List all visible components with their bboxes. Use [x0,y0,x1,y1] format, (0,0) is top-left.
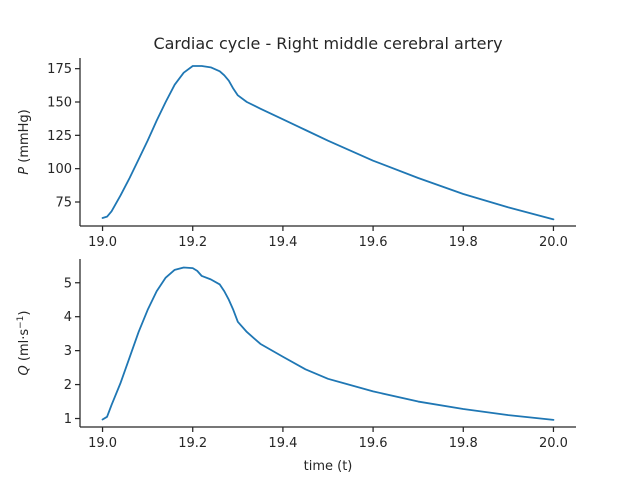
flow-x-tick-label: 20.0 [539,436,568,451]
flow-x-tick-label: 19.2 [178,436,207,451]
pressure-x-tick-label: 19.0 [88,235,117,250]
pressure-x-tick-label: 20.0 [539,235,568,250]
flow-x-tick-label: 19.6 [359,436,388,451]
chart-title: Cardiac cycle - Right middle cerebral ar… [153,34,502,53]
flow-y-tick-label: 5 [64,276,72,291]
flow-series-line [101,266,555,421]
pressure-y-axis-label: P (mmHg) [17,109,32,174]
pressure-x-tick-label: 19.6 [359,235,388,250]
flow-y-tick-label: 1 [64,412,72,427]
pressure-y-tick-label: 150 [47,96,72,111]
flow-y-axis-label: Q (ml·s−1) [16,311,32,376]
pressure-x-tick-label: 19.2 [178,235,207,250]
pressure-series-line [101,65,555,221]
flow-y-tick-label: 3 [64,344,72,359]
pressure-x-tick-label: 19.8 [449,235,478,250]
flow-y-tick-label: 2 [64,378,72,393]
flow-x-tick-label: 19.8 [449,436,478,451]
flow-chart: 19.0 19.2 19.4 19.6 19.8 20.0 1 2 3 4 5 Q (ml·s−1) [16,259,576,451]
flow-x-tick-label: 19.0 [88,436,117,451]
pressure-chart: 19.0 19.2 19.4 19.6 19.8 20.0 75 100 125 150 175 P … [17,58,576,250]
flow-x-tick-label: 19.4 [268,436,297,451]
flow-y-tick-label: 4 [64,310,72,325]
pressure-y-tick-label: 125 [47,129,72,144]
pressure-y-tick-label: 75 [55,196,72,211]
pressure-y-tick-label: 175 [47,62,72,77]
pressure-y-tick-label: 100 [47,162,72,177]
pressure-x-tick-label: 19.4 [268,235,297,250]
x-axis-label: time (t) [304,459,353,474]
